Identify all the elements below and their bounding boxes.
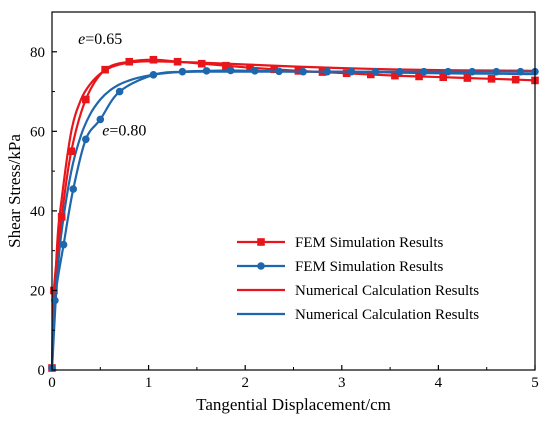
series-point-circle <box>492 67 501 76</box>
legend-marker-square <box>257 238 265 246</box>
series-point-square <box>82 95 90 104</box>
series-point-square <box>487 75 496 83</box>
annotation-value: =0.80 <box>109 122 146 139</box>
y-tick-label: 0 <box>38 363 46 379</box>
series-point-circle <box>226 66 235 75</box>
legend-label: FEM Simulation Results <box>295 235 444 251</box>
series-point-circle <box>444 67 452 76</box>
series-point-circle <box>59 240 68 249</box>
x-tick-label: 0 <box>48 375 56 391</box>
series-point-circle <box>516 67 525 76</box>
legend-item-1: FEM Simulation Results <box>237 259 444 275</box>
series-point-square <box>101 65 109 74</box>
x-tick-label: 3 <box>338 375 346 391</box>
legend-label: Numerical Calculation Results <box>295 307 479 323</box>
series-line-2 <box>50 60 536 371</box>
annotation-value: =0.65 <box>85 31 122 48</box>
series-point-circle <box>96 115 105 124</box>
annotation-e-080: e=0.80 <box>102 122 146 139</box>
x-tick-label: 4 <box>435 375 443 391</box>
series-point-square <box>57 213 66 221</box>
series-point-circle <box>371 67 380 76</box>
annotation-var: e <box>78 31 85 48</box>
annotation-var: e <box>102 122 109 139</box>
series-point-square <box>125 57 134 66</box>
series-point-square <box>67 147 76 156</box>
series-line-1 <box>50 69 535 369</box>
series-point-circle <box>115 87 124 96</box>
series-point-square <box>270 65 278 74</box>
legend-item-2: Numerical Calculation Results <box>237 283 479 299</box>
x-tick-label: 5 <box>531 375 539 391</box>
y-axis-label: Shear Stress/kPa <box>5 134 24 248</box>
plot-series-layer <box>48 55 539 372</box>
series-point-square <box>391 71 399 80</box>
series-point-circle <box>299 67 307 76</box>
legend-label: Numerical Calculation Results <box>295 283 479 299</box>
legend-item-3: Numerical Calculation Results <box>237 307 479 323</box>
series-point-square <box>415 72 423 81</box>
y-tick-label: 40 <box>30 204 45 220</box>
series-point-circle <box>420 67 428 76</box>
axis-ticks <box>51 11 536 371</box>
series-point-circle <box>468 67 477 76</box>
series-point-square <box>342 69 351 78</box>
y-tick-label: 80 <box>30 45 45 61</box>
series-point-circle <box>323 67 332 76</box>
legend: FEM Simulation Results FEM Simulation Res… <box>237 235 479 323</box>
series-point-circle <box>178 67 187 76</box>
series-point-circle <box>275 67 283 76</box>
series-point-square <box>173 57 182 66</box>
series-point-circle <box>202 67 211 75</box>
series-point-square <box>366 70 375 79</box>
series-point-square <box>222 61 230 70</box>
series-point-square <box>511 75 520 84</box>
x-tick-label: 2 <box>241 375 249 391</box>
x-axis-label: Tangential Displacement/cm <box>196 395 391 414</box>
x-tick-label: 1 <box>145 375 153 391</box>
series-point-square <box>149 55 158 64</box>
series-point-circle <box>149 71 158 79</box>
y-tick-label: 20 <box>30 283 45 299</box>
y-tick-label: 60 <box>30 124 45 140</box>
series-point-square <box>197 59 206 68</box>
series-line-3 <box>50 70 536 371</box>
legend-label: FEM Simulation Results <box>295 259 444 275</box>
series-point-circle <box>251 67 259 75</box>
series-point-circle <box>51 296 59 305</box>
legend-item-0: FEM Simulation Results <box>237 235 444 251</box>
series-point-circle <box>82 135 90 144</box>
axis-tick-labels: 0 1 2 3 4 5 0 20 40 60 80 <box>30 45 539 391</box>
legend-marker-circle <box>257 262 265 270</box>
annotation-e-065: e=0.65 <box>78 31 122 48</box>
series-point-square <box>439 73 448 82</box>
series-point-circle <box>69 185 78 193</box>
series-point-square <box>246 63 254 72</box>
series-point-circle <box>395 67 404 76</box>
series-point-circle <box>347 67 356 76</box>
series-point-square <box>463 74 472 82</box>
